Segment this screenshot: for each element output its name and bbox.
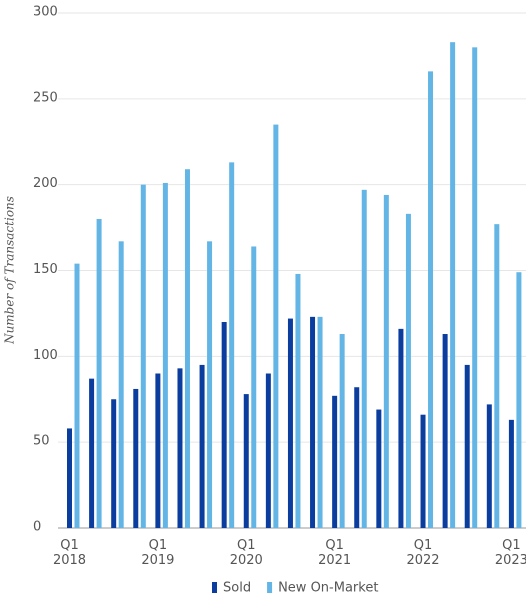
bar xyxy=(265,373,271,528)
bar xyxy=(295,273,301,528)
bar xyxy=(287,318,293,528)
bar xyxy=(140,184,146,528)
bar xyxy=(398,328,404,528)
legend-label: New On-Market xyxy=(278,581,378,596)
y-tick-label: 200 xyxy=(33,176,58,191)
bar xyxy=(89,378,95,528)
y-tick-label: 250 xyxy=(33,90,58,105)
bar xyxy=(317,316,323,528)
bar xyxy=(118,241,124,529)
legend-swatch xyxy=(267,582,273,593)
legend-swatch xyxy=(212,582,217,593)
bar xyxy=(229,162,235,528)
bar xyxy=(428,71,434,528)
bar xyxy=(162,182,168,528)
bar xyxy=(376,409,382,528)
bar xyxy=(74,263,80,528)
bar xyxy=(405,213,411,528)
bar xyxy=(420,414,426,528)
bar xyxy=(494,224,500,528)
bar xyxy=(251,246,257,528)
bar xyxy=(133,388,139,528)
bar xyxy=(207,241,213,529)
bar xyxy=(199,364,205,528)
x-tick-label: Q1 2021 xyxy=(318,538,352,568)
bar xyxy=(273,124,279,528)
bar xyxy=(184,169,190,528)
bar xyxy=(516,272,522,528)
bar xyxy=(67,428,72,528)
bar xyxy=(243,394,249,528)
bar xyxy=(442,334,448,528)
bar xyxy=(155,373,161,528)
y-tick-label: 300 xyxy=(33,5,58,20)
bar xyxy=(472,47,478,528)
legend-label: Sold xyxy=(223,581,251,596)
x-tick-label: Q1 2018 xyxy=(52,538,87,568)
y-tick-label: 150 xyxy=(33,262,58,277)
y-axis-label: Number of Transactions xyxy=(3,196,17,345)
x-tick-label: Q1 2019 xyxy=(141,538,175,568)
bar xyxy=(310,316,316,528)
bar xyxy=(383,194,389,528)
bar xyxy=(354,387,360,528)
bar xyxy=(450,42,456,528)
bar xyxy=(361,189,367,529)
bar xyxy=(486,404,492,528)
bar xyxy=(221,322,227,528)
y-tick-label: 100 xyxy=(33,348,58,363)
bar xyxy=(508,419,514,528)
bar xyxy=(332,395,338,528)
x-tick-label: Q1 2020 xyxy=(229,538,263,568)
y-tick-label: 0 xyxy=(33,520,41,535)
bar xyxy=(339,334,345,528)
bar xyxy=(96,219,102,528)
y-tick-label: 50 xyxy=(33,434,50,449)
bar xyxy=(464,364,470,528)
x-tick-label: Q1 2023 xyxy=(494,538,526,568)
bar xyxy=(111,399,117,528)
bar xyxy=(177,368,183,528)
x-tick-label: Q1 2022 xyxy=(406,538,440,568)
